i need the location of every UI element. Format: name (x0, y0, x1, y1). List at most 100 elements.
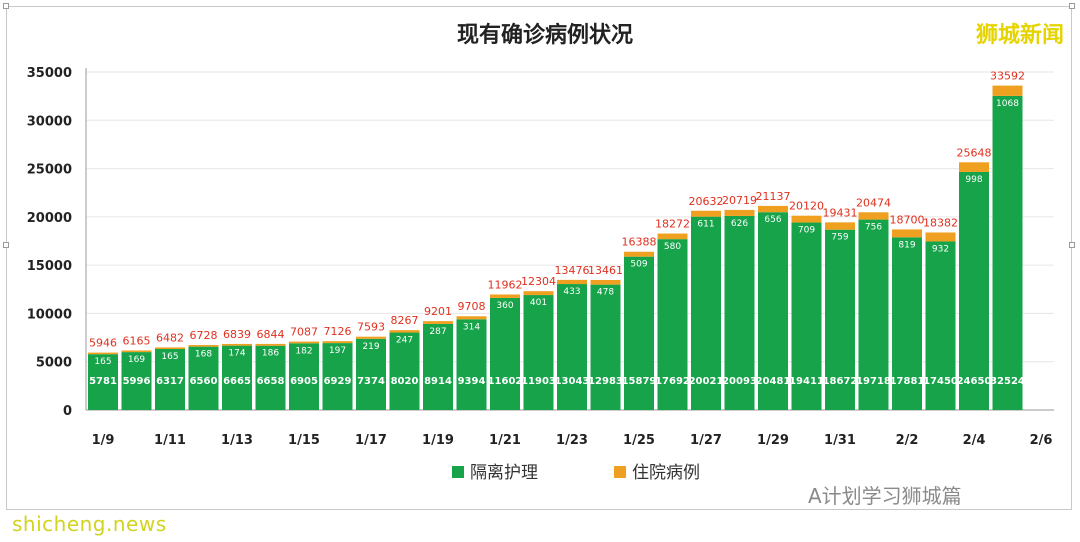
x-tick-label: 2/4 (963, 433, 986, 448)
bar-isolation (925, 241, 956, 410)
bar-isolation (959, 171, 989, 410)
bar-isolation (88, 354, 118, 410)
bar-hospital (255, 343, 286, 346)
hospital-value-label: 1068 (996, 99, 1019, 109)
x-tick-label: 2/2 (896, 433, 919, 448)
hospital-value-label: 932 (932, 244, 949, 254)
y-tick-label: 15000 (27, 259, 72, 274)
chart-title: 现有确诊病例状况 (457, 22, 633, 48)
hospital-value-label: 197 (329, 346, 346, 356)
total-value-label: 20120 (789, 200, 824, 213)
y-tick-label: 30000 (27, 114, 72, 129)
hospital-value-label: 611 (697, 220, 714, 230)
brand-label: 狮城新闻 (976, 22, 1064, 48)
legend: 隔离护理 住院病例 (452, 463, 700, 483)
x-tick-label: 1/17 (355, 433, 387, 448)
isolation-value-label: 5996 (123, 376, 151, 387)
bar-isolation (557, 284, 587, 410)
isolation-value-label: 20021 (689, 376, 724, 387)
hospital-value-label: 656 (764, 215, 781, 225)
bar-hospital (825, 222, 855, 230)
resize-handle-top-right[interactable] (1069, 3, 1075, 9)
bar-isolation (155, 348, 185, 410)
bar-isolation (825, 229, 855, 410)
total-value-label: 25648 (957, 146, 992, 159)
isolation-value-label: 6317 (156, 376, 184, 387)
isolation-value-label: 32524 (990, 376, 1025, 387)
bar-isolation (523, 295, 554, 410)
isolation-value-label: 6665 (223, 376, 251, 387)
total-value-label: 18382 (923, 216, 958, 229)
chart-frame (6, 6, 1072, 510)
total-value-label: 9201 (424, 305, 452, 318)
total-value-label: 19431 (823, 206, 858, 219)
bar-isolation (691, 216, 721, 410)
legend-label: 住院病例 (632, 463, 700, 483)
bar-hospital (758, 205, 788, 213)
bar-isolation (255, 345, 286, 410)
bar-isolation (490, 297, 520, 410)
y-tick-label: 35000 (27, 66, 72, 81)
x-tick-label: 1/13 (221, 433, 253, 448)
hospital-value-label: 186 (262, 349, 279, 359)
isolation-value-label: 20093 (722, 376, 757, 387)
isolation-value-label: 6560 (190, 376, 218, 387)
bar-isolation (322, 343, 353, 410)
hospital-value-label: 709 (798, 226, 815, 236)
bar-hospital (188, 345, 219, 347)
total-value-label: 16388 (622, 236, 657, 249)
x-tick-label: 1/25 (623, 433, 655, 448)
isolation-value-label: 13043 (555, 376, 590, 387)
bar-isolation (121, 352, 152, 410)
x-tick-label: 1/29 (757, 433, 789, 448)
resize-handle-middle-right[interactable] (1069, 242, 1075, 248)
hospital-value-label: 401 (530, 298, 547, 308)
hospital-value-label: 626 (731, 219, 748, 229)
total-value-label: 6482 (156, 331, 184, 344)
hospital-value-label: 314 (463, 322, 480, 332)
total-value-label: 20474 (856, 196, 891, 209)
isolation-value-label: 15879 (622, 376, 657, 387)
bar-hospital (691, 210, 721, 217)
total-value-label: 5946 (89, 337, 117, 350)
bar-hospital (724, 209, 755, 216)
bar-hospital (356, 336, 386, 339)
bar-hospital (490, 294, 520, 298)
total-value-label: 8267 (391, 314, 419, 327)
hospital-value-label: 219 (362, 342, 379, 352)
isolation-value-label: 24650 (957, 376, 992, 387)
hospital-value-label: 169 (128, 355, 145, 365)
isolation-value-label: 6905 (290, 376, 318, 387)
total-value-label: 6839 (223, 328, 251, 341)
isolation-value-label: 19411 (789, 376, 824, 387)
bar-hospital (657, 233, 688, 240)
bar-isolation (791, 222, 822, 410)
bar-isolation (892, 237, 922, 410)
bars (88, 85, 1023, 411)
y-tick-label: 10000 (27, 307, 72, 322)
legend-swatch (452, 466, 464, 478)
total-value-label: 21137 (756, 190, 791, 203)
bar-hospital (222, 343, 252, 346)
total-value-label: 12304 (521, 275, 556, 288)
isolation-value-label: 17450 (923, 376, 958, 387)
hospital-value-label: 168 (195, 350, 212, 360)
bar-hospital (858, 212, 889, 220)
bar-hospital (791, 215, 822, 223)
bar-isolation (222, 345, 252, 410)
y-tick-label: 0 (63, 404, 72, 419)
isolation-value-label: 11602 (488, 376, 523, 387)
bar-hospital (959, 162, 989, 172)
hospital-value-label: 756 (865, 223, 882, 233)
bar-isolation (423, 323, 453, 410)
isolation-value-label: 18672 (823, 376, 858, 387)
bar-isolation (289, 343, 319, 410)
bar-hospital (423, 321, 453, 324)
resize-handle-top-left[interactable] (3, 3, 9, 9)
bar-hospital (925, 232, 956, 242)
isolation-value-label: 6658 (257, 376, 285, 387)
bar-isolation (624, 256, 654, 410)
resize-handle-middle-left[interactable] (3, 242, 9, 248)
hospital-value-label: 433 (563, 287, 580, 297)
total-value-label: 7126 (324, 325, 352, 338)
